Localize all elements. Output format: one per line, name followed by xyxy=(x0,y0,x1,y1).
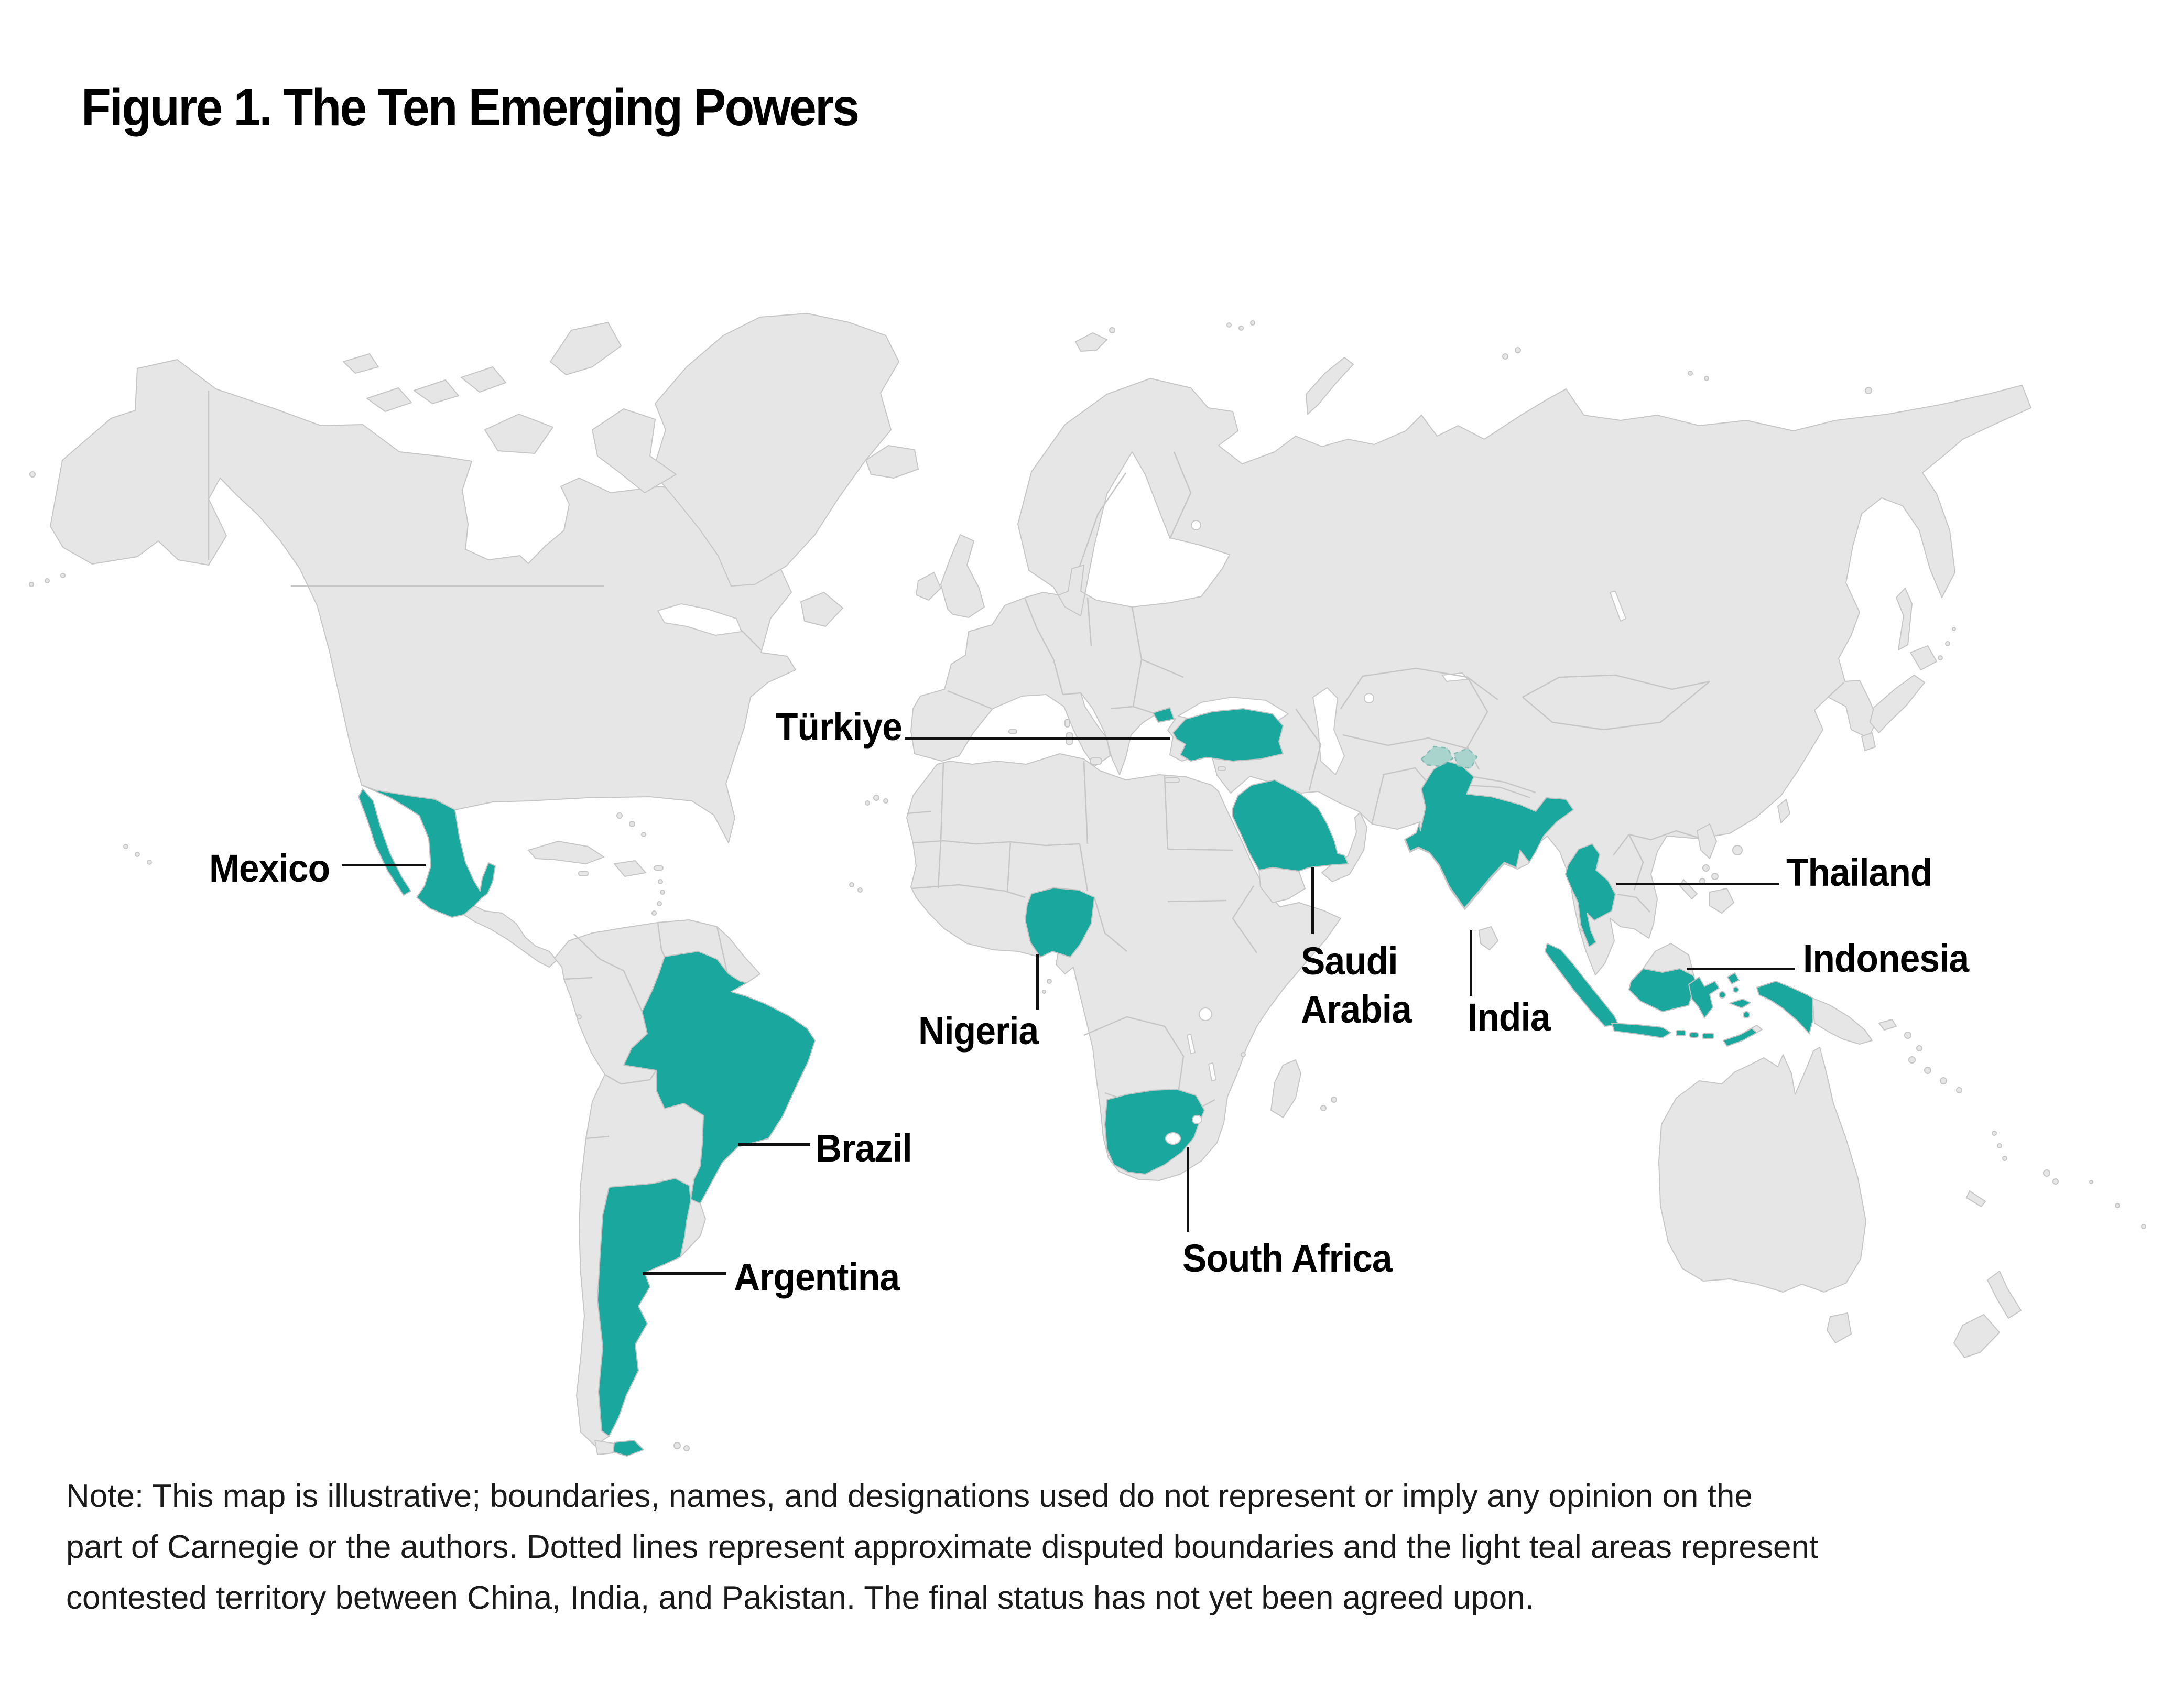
country-shape-india xyxy=(1405,761,1574,908)
country-label-thailand: Thailand xyxy=(1786,851,1932,894)
japan xyxy=(1870,675,1925,733)
highlighted-countries xyxy=(358,707,1813,1457)
greenland xyxy=(652,313,899,587)
tasmania xyxy=(1827,1312,1852,1343)
note-line-1: Note: This map is illustrative; boundari… xyxy=(66,1478,1753,1514)
country-shape-thailand xyxy=(1565,843,1616,947)
leader-line-saudi-arabia xyxy=(1311,867,1314,934)
note-line-3: contested territory between China, India… xyxy=(66,1580,1534,1616)
country-label-argentina: Argentina xyxy=(734,1255,900,1299)
country-label-brazil: Brazil xyxy=(816,1126,912,1170)
north-america xyxy=(50,359,796,843)
saudi-label-line1: Saudi xyxy=(1301,939,1398,983)
country-shape-turkiye xyxy=(1172,708,1284,762)
leader-line-thailand xyxy=(1616,883,1779,885)
leader-line-nigeria xyxy=(1036,954,1039,1010)
leader-line-india xyxy=(1470,930,1472,996)
leader-line-brazil xyxy=(738,1143,810,1146)
saudi-label-line2: Arabia xyxy=(1301,988,1412,1031)
country-label-saudi-arabia: Saudi Arabia xyxy=(1301,937,1412,1034)
africa xyxy=(906,753,1341,1181)
leader-line-argentina xyxy=(643,1272,726,1275)
country-label-south-africa: South Africa xyxy=(1182,1236,1393,1280)
papua-new-guinea xyxy=(1812,997,1873,1045)
disputed-kashmir-west xyxy=(1420,745,1454,767)
leader-line-indonesia xyxy=(1687,968,1795,970)
country-shape-mexico xyxy=(361,785,496,918)
caspian-sea xyxy=(1312,687,1345,775)
great-lakes xyxy=(657,603,742,636)
lesotho-hole xyxy=(1165,1132,1181,1145)
country-shape-nigeria xyxy=(1025,887,1095,958)
iceland xyxy=(865,445,919,479)
disputed-kashmir-east xyxy=(1453,747,1478,769)
madagascar xyxy=(1270,1059,1301,1118)
new-zealand xyxy=(1987,1271,2022,1319)
country-label-nigeria: Nigeria xyxy=(918,1009,1039,1053)
country-shape-mexico-baja xyxy=(358,788,411,896)
figure-title: Figure 1. The Ten Emerging Powers xyxy=(81,78,860,137)
figure-note: Note: This map is illustrative; boundari… xyxy=(66,1471,2142,1623)
seas-and-lakes xyxy=(657,520,1626,1081)
central-america xyxy=(463,905,557,968)
country-shape-indonesia xyxy=(1545,943,1813,1047)
cuba xyxy=(528,841,604,864)
philippines xyxy=(1697,823,1717,859)
sri-lanka xyxy=(1479,926,1498,950)
country-shape-argentina xyxy=(597,1178,691,1437)
australia xyxy=(1658,1047,1866,1293)
country-borders xyxy=(208,391,1844,1140)
leader-line-turkiye xyxy=(905,737,1170,740)
country-shape-brazil xyxy=(623,951,816,1204)
country-label-turkiye: Türkiye xyxy=(776,705,903,749)
country-shape-south-africa xyxy=(1104,1089,1205,1175)
note-line-2: part of Carnegie or the authors. Dotted … xyxy=(66,1529,1819,1565)
country-shape-saudi-arabia xyxy=(1232,779,1349,872)
country-label-indonesia: Indonesia xyxy=(1803,937,1969,980)
leader-line-mexico xyxy=(342,864,426,866)
landmasses xyxy=(29,313,2146,1455)
disputed-areas xyxy=(1420,745,1478,769)
country-label-india: India xyxy=(1468,995,1551,1039)
leader-line-south-africa xyxy=(1187,1147,1189,1232)
great-britain xyxy=(940,534,985,618)
country-label-mexico: Mexico xyxy=(209,847,330,890)
